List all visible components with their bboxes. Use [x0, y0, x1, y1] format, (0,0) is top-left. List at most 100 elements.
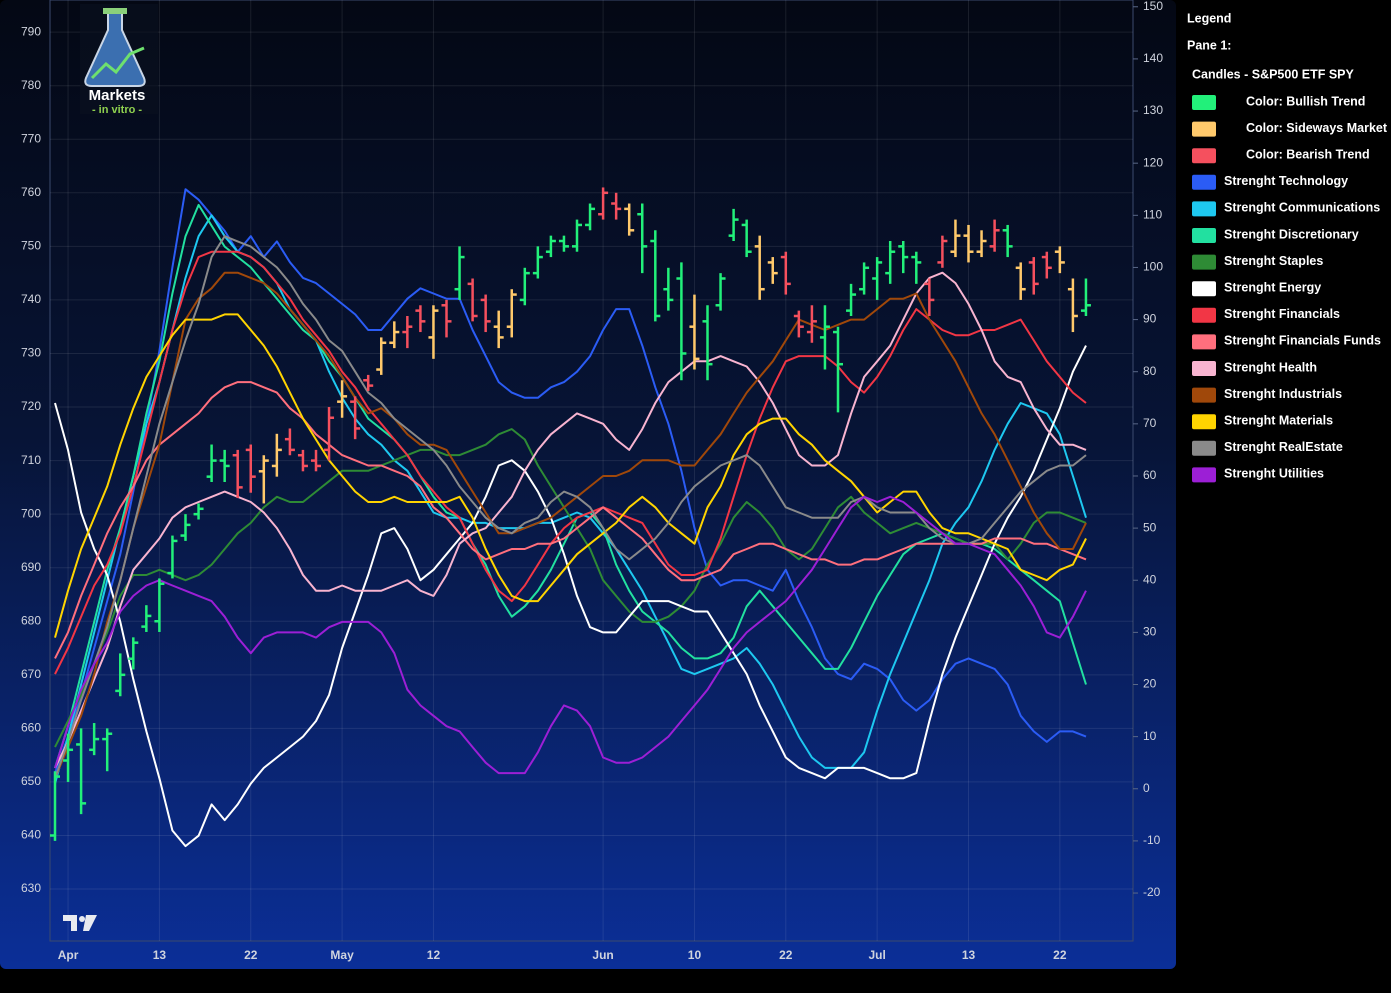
axes: 6306406506606706806907007107207307407507…	[21, 0, 1163, 962]
legend-label: Strenght RealEstate	[1224, 440, 1343, 454]
y-tick-label: 670	[21, 667, 41, 681]
legend-swatch	[1192, 148, 1216, 164]
legend-swatch	[1192, 361, 1216, 376]
line-series	[54, 313, 1087, 638]
tv-logo-t	[63, 915, 77, 931]
legend-candles-name: Candles - S&P500 ETF SPY	[1192, 67, 1355, 81]
legend-label: Strenght Financials Funds	[1224, 334, 1381, 348]
y-tick-label: 640	[21, 828, 41, 842]
y-tick-label: 730	[21, 346, 41, 360]
tradingview-logo	[63, 915, 97, 931]
y2-tick-label: 50	[1143, 520, 1157, 534]
legend-swatch	[1192, 414, 1216, 430]
plot-frame	[49, 0, 1134, 942]
line-series	[54, 381, 1087, 659]
legend: Legend Pane 1: Candles - S&P500 ETF SPY …	[1187, 11, 1388, 483]
y2-tick-label: 80	[1143, 364, 1157, 378]
legend-label: Strenght Utilities	[1224, 467, 1324, 481]
line-series	[54, 214, 1087, 784]
legend-swatch	[1192, 281, 1216, 297]
y-tick-label: 650	[21, 774, 41, 788]
x-tick-label: May	[330, 948, 354, 962]
y-tick-label: 710	[21, 453, 41, 467]
line-series	[54, 250, 1087, 675]
logo-cap	[103, 8, 127, 14]
y-tick-label: 760	[21, 185, 41, 199]
logo-flask	[84, 11, 146, 87]
line-series	[54, 345, 1087, 848]
legend-label: Strenght Discretionary	[1224, 227, 1359, 241]
line-series	[54, 271, 1087, 769]
x-tick-label: Jul	[868, 948, 885, 962]
tv-logo-dot	[79, 916, 85, 922]
legend-title: Legend	[1187, 11, 1231, 25]
y2-tick-label: 120	[1143, 155, 1163, 169]
y-tick-label: 660	[21, 721, 41, 735]
logo-title: Markets	[89, 87, 146, 104]
y2-tick-label: 150	[1143, 0, 1163, 13]
y-tick-label: 720	[21, 399, 41, 413]
lines	[54, 188, 1087, 848]
line-series	[54, 235, 1087, 779]
y-tick-label: 740	[21, 292, 41, 306]
legend-swatch	[1192, 121, 1216, 137]
x-tick-label: 10	[688, 948, 702, 962]
legend-swatch	[1192, 467, 1216, 483]
legend-label: Strenght Financials	[1224, 307, 1340, 321]
legend-swatch	[1192, 174, 1216, 190]
ohlc-bars	[50, 187, 1091, 841]
legend-label: Strenght Energy	[1224, 280, 1321, 294]
y2-tick-label: 20	[1143, 677, 1157, 691]
y2-tick-label: 30	[1143, 625, 1157, 639]
grid	[50, 0, 1133, 941]
y-tick-label: 690	[21, 560, 41, 574]
tv-logo-v	[83, 915, 97, 931]
legend-label: Color: Bearish Trend	[1246, 147, 1370, 161]
legend-swatch	[1192, 95, 1216, 110]
logo-arrow	[90, 46, 145, 80]
y2-tick-label: -10	[1143, 833, 1161, 847]
y2-tick-label: 100	[1143, 260, 1163, 274]
legend-swatch	[1192, 440, 1216, 456]
y2-tick-label: 130	[1143, 103, 1163, 117]
y2-tick-label: 70	[1143, 416, 1157, 430]
y-tick-label: 700	[21, 506, 41, 520]
legend-swatch	[1192, 228, 1216, 243]
logo-subtitle: - in vitro -	[92, 104, 142, 116]
legend-label: Strenght Communications	[1224, 201, 1380, 215]
y2-tick-label: 110	[1143, 207, 1162, 221]
line-series	[54, 271, 1087, 779]
y2-tick-label: 60	[1143, 468, 1157, 482]
y2-tick-label: 10	[1143, 729, 1157, 743]
x-tick-label: 12	[427, 948, 441, 962]
chart-panel	[0, 0, 1176, 969]
y2-tick-label: -20	[1143, 885, 1161, 899]
line-series	[54, 428, 1087, 748]
x-tick-label: 13	[153, 948, 167, 962]
y-tick-label: 630	[21, 881, 41, 895]
x-tick-label: 13	[962, 948, 976, 962]
legend-swatch	[1192, 387, 1216, 403]
y-tick-label: 790	[21, 24, 41, 38]
legend-swatch	[1192, 201, 1216, 217]
x-tick-label: Apr	[58, 948, 79, 962]
pane-label: Pane 1:	[1187, 38, 1231, 52]
y2-tick-label: 90	[1143, 312, 1157, 326]
y-tick-label: 680	[21, 613, 41, 627]
legend-swatch	[1192, 254, 1216, 270]
x-tick-label: 22	[1053, 948, 1067, 962]
line-series	[54, 188, 1087, 774]
y-tick-label: 750	[21, 239, 41, 253]
legend-label: Strenght Health	[1224, 360, 1317, 374]
x-tick-label: 22	[244, 948, 258, 962]
y-tick-label: 770	[21, 131, 41, 145]
legend-swatch	[1192, 334, 1216, 350]
x-tick-label: 22	[779, 948, 793, 962]
legend-label: Strenght Materials	[1224, 413, 1333, 427]
legend-label: Color: Sideways Market	[1246, 121, 1388, 135]
legend-label: Strenght Staples	[1224, 254, 1323, 268]
y2-tick-label: 0	[1143, 781, 1150, 795]
legend-label: Strenght Technology	[1224, 174, 1348, 188]
y-tick-label: 780	[21, 78, 41, 92]
